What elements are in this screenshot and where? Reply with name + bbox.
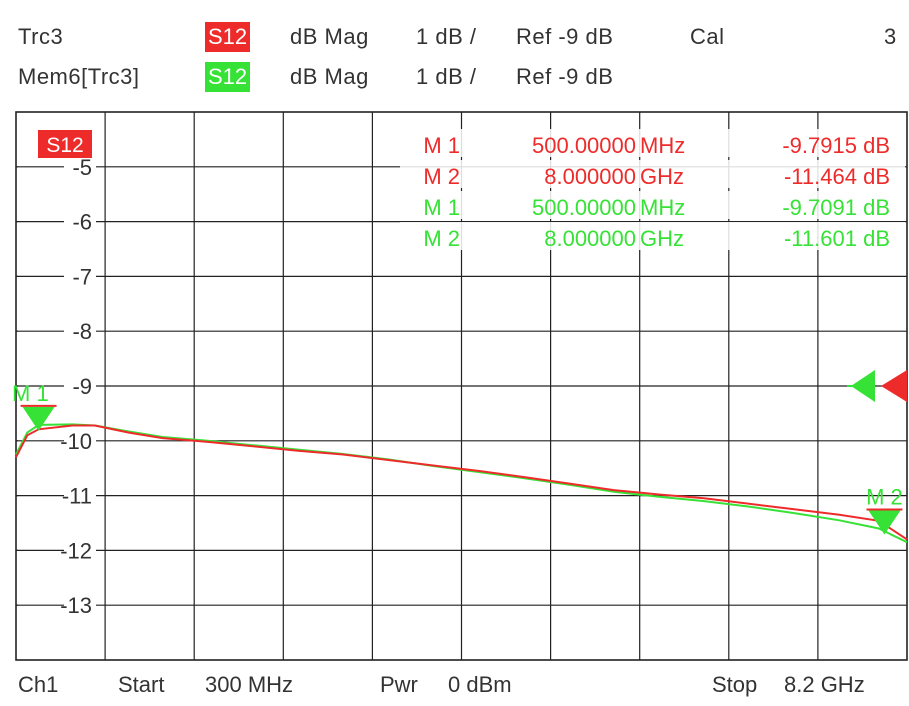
marker-row-bg — [400, 129, 905, 157]
channel-number: 3 — [884, 24, 897, 49]
y-tick-label: -11 — [62, 484, 92, 509]
marker-triangle[interactable] — [868, 510, 901, 535]
y-tick-label: -8 — [72, 319, 92, 344]
marker-row-unit: MHz — [640, 195, 685, 220]
y-tick-label: -5 — [72, 155, 92, 180]
y-tick-label: -12 — [60, 538, 92, 563]
trace-line — [15, 424, 908, 541]
memory-trace-scale[interactable]: 1 dB / — [416, 64, 477, 89]
marker-info-table: M 1 500.00000 MHz -9.7915 dBM 2 8.000000 GHz -… — [400, 129, 905, 251]
plot-badge-bg[interactable] — [38, 130, 92, 158]
power-value[interactable]: 0 dBm — [448, 672, 512, 697]
trace-ref[interactable]: Ref -9 dB — [516, 24, 614, 49]
marker-triangle[interactable] — [22, 406, 55, 431]
y-tick-label: -6 — [72, 210, 92, 235]
marker-row-label: M 2 — [423, 164, 460, 189]
marker-row-value: -11.464 dB — [784, 164, 890, 189]
plot-badge-label[interactable]: S12 — [46, 134, 83, 157]
marker-row-bg — [400, 191, 905, 219]
marker-row-frequency: 500.00000 — [532, 195, 636, 220]
trace-param-badge[interactable]: S12 — [205, 22, 251, 52]
markers[interactable]: M 1 M 2 — [12, 370, 907, 535]
trace-format[interactable]: dB Mag — [290, 24, 369, 49]
y-tick-label: -9 — [72, 374, 92, 399]
trace-scale[interactable]: 1 dB / — [416, 24, 477, 49]
marker-row-label: M 2 — [423, 226, 460, 251]
cal-indicator: Cal — [690, 24, 725, 49]
memory-trace-param-badge[interactable]: S12 — [205, 62, 251, 92]
power-label: Pwr — [380, 672, 418, 697]
y-tick-label: -10 — [60, 429, 92, 454]
traces — [15, 423, 908, 544]
marker-row-value: -9.7915 dB — [782, 133, 890, 158]
stop-frequency[interactable]: 8.2 GHz — [784, 672, 865, 697]
memory-trace-name[interactable]: Mem6[Trc3] — [18, 64, 140, 89]
y-tick-labels: -5 -6 -7 -8 -9 -10 -11 -12 -13 — [16, 153, 96, 619]
channel-label[interactable]: Ch1 — [18, 672, 59, 697]
marker-row-value: -9.7091 dB — [782, 195, 890, 220]
memory-trace-format[interactable]: dB Mag — [290, 64, 369, 89]
marker-row-unit: GHz — [640, 226, 684, 251]
marker-label[interactable]: M 2 — [866, 484, 903, 509]
start-frequency[interactable]: 300 MHz — [205, 672, 294, 697]
marker-row-label: M 1 — [423, 195, 460, 220]
marker-row-frequency: 500.00000 — [532, 133, 636, 158]
plot-trace-badge[interactable]: S12 — [38, 130, 92, 158]
y-tick-label: -7 — [72, 264, 92, 289]
y-tick-label: -13 — [60, 593, 92, 618]
marker-row-unit: GHz — [640, 164, 684, 189]
marker-row-label: M 1 — [423, 133, 460, 158]
marker-row-frequency: 8.000000 — [544, 226, 636, 251]
ref-level-arrow-red[interactable] — [881, 370, 907, 402]
marker-label[interactable]: M 1 — [12, 381, 49, 406]
marker-row-value: -11.601 dB — [784, 226, 890, 251]
marker-row-frequency: 8.000000 — [544, 164, 636, 189]
stop-label: Stop — [712, 672, 758, 697]
marker-row-unit: MHz — [640, 133, 685, 158]
start-label: Start — [118, 672, 165, 697]
marker-row-bg — [400, 160, 905, 188]
marker-row-bg — [400, 222, 905, 250]
memory-trace-ref[interactable]: Ref -9 dB — [516, 64, 614, 89]
trace-name[interactable]: Trc3 — [18, 24, 64, 49]
